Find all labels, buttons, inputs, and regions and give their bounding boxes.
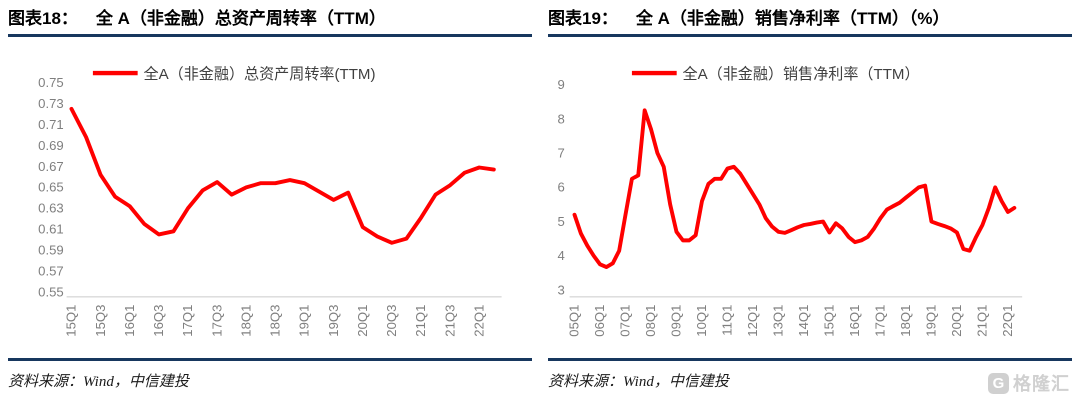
header-rule (548, 34, 1072, 37)
series-line (69, 106, 496, 245)
y-tick-label: 0.71 (38, 117, 64, 132)
x-tick-label: 12Q1 (745, 305, 760, 337)
x-tick-label: 14Q1 (796, 305, 811, 337)
source-credit: 资料来源：Wind，中信建投 (8, 373, 189, 390)
x-tick-label: 21Q1 (413, 305, 428, 337)
x-tick-label: 06Q1 (592, 305, 607, 337)
y-tick-label: 0.73 (38, 96, 64, 111)
chart-panel-19: 图表19： 全 A（非金融）销售净利率（TTM）（%） 9 8 7 6 5 4 3 05Q1 0… (540, 0, 1080, 405)
y-tick-label: 0.63 (38, 201, 64, 216)
y-tick-label: 0.65 (38, 180, 64, 195)
y-tick-label: 9 (557, 77, 564, 92)
x-tick-label: 07Q1 (618, 305, 633, 337)
x-tick-label: 19Q1 (924, 305, 939, 337)
x-tick-label: 21Q3 (442, 305, 457, 337)
x-tick-label: 10Q1 (694, 305, 709, 337)
chart-panel-18: 图表18： 全 A（非金融）总资产周转率（TTM） 0.75 0.73 0.71 0.… (0, 0, 540, 390)
x-tick-label: 08Q1 (643, 305, 658, 337)
x-tick-label: 05Q1 (567, 305, 582, 337)
x-tick-label: 17Q1 (180, 305, 195, 337)
x-tick-label: 19Q3 (326, 305, 341, 337)
x-tick-label: 18Q1 (898, 305, 913, 337)
x-tick-label: 22Q1 (1000, 305, 1015, 337)
y-tick-label: 3 (557, 282, 564, 297)
y-tick-label: 0.75 (38, 75, 64, 90)
x-tick-label: 15Q3 (93, 305, 108, 337)
y-tick-label: 0.57 (38, 263, 64, 278)
footer-rule (8, 358, 532, 361)
x-tick-label: 20Q1 (355, 305, 370, 337)
x-tick-label: 18Q1 (238, 305, 253, 337)
y-tick-label: 0.59 (38, 242, 64, 257)
x-tick-label: 11Q1 (720, 305, 735, 336)
x-tick-label: 17Q1 (873, 305, 888, 337)
x-tick-label: 20Q3 (384, 305, 399, 337)
y-tick-label: 4 (557, 248, 564, 263)
footer-rule (548, 358, 1072, 361)
gelonghui-watermark: G 格隆汇 (988, 370, 1070, 396)
y-tick-label: 0.67 (38, 159, 64, 174)
x-tick-label: 20Q1 (949, 305, 964, 337)
figure-title: 全 A（非金融）总资产周转率（TTM） (95, 9, 386, 28)
series-line (572, 108, 1017, 269)
gelonghui-logo-icon: G (988, 372, 1009, 394)
figure-label: 图表19： (548, 9, 618, 28)
y-tick-label: 0.61 (38, 221, 64, 236)
legend-label: 全A（非金融）销售净利率（TTM） (683, 65, 920, 83)
x-tick-label: 21Q1 (975, 305, 990, 337)
x-tick-label: 16Q1 (122, 305, 137, 337)
x-tick-label: 17Q3 (209, 305, 224, 337)
x-tick-label: 16Q1 (847, 305, 862, 337)
legend-label: 全A（非金融）总资产周转率(TTM) (143, 65, 375, 83)
figure-label: 图表18： (8, 9, 78, 28)
y-tick-label: 6 (557, 180, 564, 195)
source-credit: 资料来源：Wind，中信建投 (548, 373, 729, 390)
x-tick-label: 15Q1 (822, 305, 837, 337)
panel-header: 图表19： 全 A（非金融）销售净利率（TTM）（%） (540, 0, 1080, 30)
gelonghui-watermark-text: 格隆汇 (1013, 374, 1070, 394)
x-tick-label: 16Q3 (151, 305, 166, 337)
asset-turnover-line-chart: 0.75 0.73 0.71 0.69 0.67 0.65 0.63 0.61 0.59 0.57… (38, 65, 502, 337)
y-tick-label: 5 (557, 214, 564, 229)
x-tick-label: 09Q1 (669, 305, 684, 337)
x-tick-label: 22Q1 (471, 305, 486, 337)
panel-header: 图表18： 全 A（非金融）总资产周转率（TTM） (0, 0, 540, 30)
figure-title: 全 A（非金融）销售净利率（TTM）（%） (635, 9, 950, 28)
x-tick-label: 19Q1 (297, 305, 312, 337)
header-rule (8, 34, 532, 37)
y-tick-label: 0.55 (38, 284, 64, 299)
x-tick-label: 13Q1 (771, 305, 786, 337)
x-tick-label: 15Q1 (64, 305, 79, 337)
x-tick-label: 18Q3 (268, 305, 283, 337)
y-tick-label: 7 (557, 145, 564, 160)
y-tick-label: 0.69 (38, 138, 64, 153)
y-tick-label: 8 (557, 111, 564, 126)
